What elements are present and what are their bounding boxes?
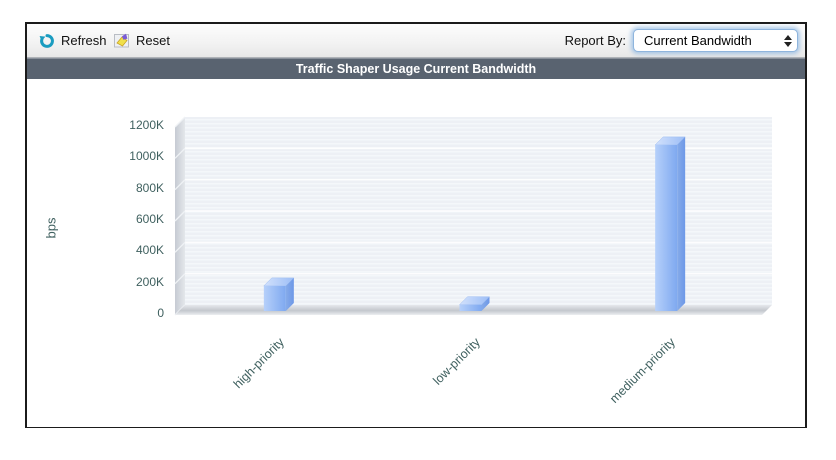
plot-area xyxy=(174,116,772,316)
y-tick-label: 400K xyxy=(135,243,164,258)
y-tick-label: 0 xyxy=(157,306,164,320)
y-tick-label: 600K xyxy=(135,212,164,226)
wall-grid-mark xyxy=(174,147,186,159)
wall-grid-mark xyxy=(174,116,186,128)
reset-label: Reset xyxy=(136,33,170,48)
bar-medium-priority[interactable] xyxy=(654,136,686,311)
report-by-select[interactable]: Current Bandwidth xyxy=(633,29,798,52)
report-by-selected-value: Current Bandwidth xyxy=(644,33,752,48)
wall-grid-mark xyxy=(174,241,186,253)
bar-low-priority[interactable] xyxy=(458,296,491,311)
report-by-label: Report By: xyxy=(564,33,626,48)
chart-title: Traffic Shaper Usage Current Bandwidth xyxy=(295,62,537,76)
reset-button[interactable]: Reset xyxy=(110,24,174,57)
refresh-label: Refresh xyxy=(61,33,107,48)
bar-high-priority[interactable] xyxy=(263,277,295,311)
select-stepper-icon xyxy=(784,34,792,47)
report-by-group: Report By: Current Bandwidth xyxy=(565,24,798,57)
refresh-icon xyxy=(39,33,55,49)
wall-grid-mark xyxy=(174,210,186,222)
y-tick-label: 1000K xyxy=(129,149,164,164)
refresh-button[interactable]: Refresh xyxy=(35,24,111,57)
reset-icon xyxy=(114,33,130,48)
traffic-shaper-widget: Refresh Reset Report By: Current Bandwid… xyxy=(25,22,807,428)
bar-chart: bps xyxy=(27,79,805,427)
y-tick-label: 800K xyxy=(135,180,164,195)
toolbar: Refresh Reset Report By: Current Bandwid… xyxy=(27,24,805,58)
y-tick-label: 1200K xyxy=(129,118,164,132)
wall-grid-mark xyxy=(174,273,186,285)
wall-grid-mark xyxy=(174,179,186,191)
chart-title-bar: Traffic Shaper Usage Current Bandwidth xyxy=(27,58,805,79)
y-tick-label: 200K xyxy=(135,274,164,289)
